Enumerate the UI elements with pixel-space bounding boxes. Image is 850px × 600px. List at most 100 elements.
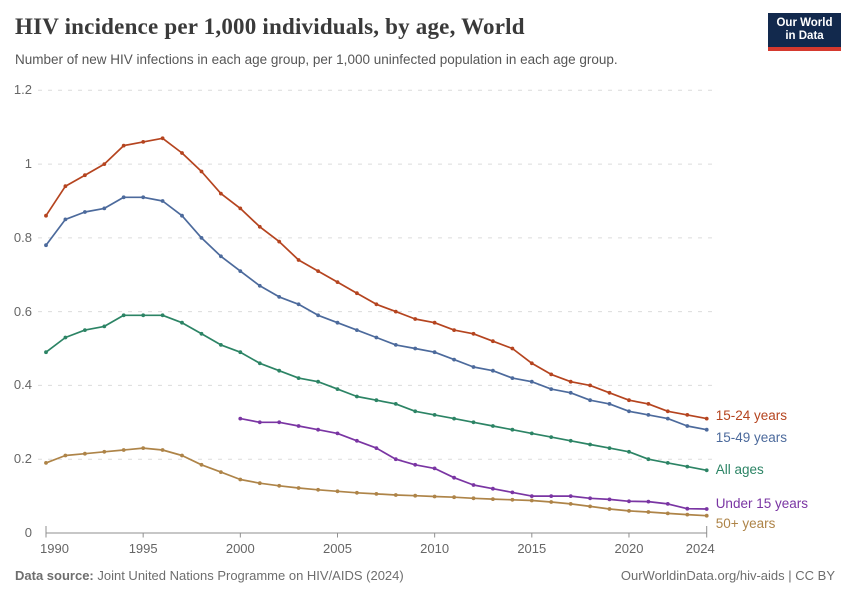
y-tick-label-0.8: 0.8 <box>13 229 32 245</box>
data-point-all-ages <box>374 398 379 403</box>
data-point-15-24-years <box>393 309 398 314</box>
data-point-50-years <box>685 512 690 517</box>
data-point-all-ages <box>588 442 592 447</box>
owid-logo[interactable]: Our World in Data <box>768 13 841 51</box>
data-point-all-ages <box>393 402 398 406</box>
series-line-15-24-years <box>45 137 707 420</box>
data-point-15-49-years <box>491 368 495 373</box>
data-point-all-ages <box>238 350 243 355</box>
data-point-under-15-years <box>685 506 690 511</box>
data-point-all-ages <box>257 361 262 366</box>
data-point-all-ages <box>44 350 48 355</box>
series-label-50-years[interactable]: 50+ years <box>715 515 776 531</box>
data-point-50-years <box>568 502 573 506</box>
data-point-all-ages <box>529 431 534 436</box>
series-line-50-years <box>45 447 707 517</box>
data-point-15-24-years <box>413 317 418 321</box>
data-point-50-years <box>102 449 107 454</box>
data-point-15-24-years <box>180 151 184 155</box>
y-tick-label-1.2: 1.2 <box>13 82 32 98</box>
data-point-15-49-years <box>393 343 398 347</box>
data-point-under-15-years <box>588 496 592 501</box>
data-point-all-ages <box>141 313 146 318</box>
data-point-all-ages <box>685 464 690 469</box>
data-point-50-years <box>44 461 48 465</box>
data-point-15-49-years <box>665 416 670 421</box>
data-point-50-years <box>219 470 223 474</box>
data-point-15-24-years <box>529 361 534 366</box>
series-label-under-15-years[interactable]: Under 15 years <box>715 496 808 512</box>
data-point-all-ages <box>296 376 301 380</box>
data-point-under-15-years <box>393 457 398 462</box>
data-point-15-49-years <box>180 213 184 218</box>
x-tick-label-2020: 2020 <box>614 541 644 556</box>
data-point-15-24-years <box>665 409 670 414</box>
data-point-50-years <box>627 509 631 513</box>
data-point-50-years <box>471 496 476 501</box>
data-point-15-24-years <box>510 346 515 351</box>
data-point-15-49-years <box>121 195 126 200</box>
data-point-15-49-years <box>83 210 87 214</box>
data-point-15-49-years <box>432 350 437 355</box>
series-label-15-24-years[interactable]: 15-24 years <box>715 407 787 423</box>
data-point-under-15-years <box>568 494 573 498</box>
data-source-line: Data source: Joint United Nations Progra… <box>15 568 404 583</box>
data-point-15-49-years <box>199 236 204 240</box>
data-point-15-49-years <box>452 357 456 362</box>
data-point-15-24-years <box>316 269 320 273</box>
data-point-under-15-years <box>704 507 709 511</box>
data-point-50-years <box>529 498 534 503</box>
data-point-under-15-years <box>335 431 340 436</box>
data-source-value: Joint United Nations Programme on HIV/AI… <box>93 568 404 583</box>
data-point-all-ages <box>510 427 515 432</box>
x-tick-label-2024: 2024 <box>685 541 715 556</box>
data-point-under-15-years <box>316 427 320 432</box>
data-point-50-years <box>432 494 437 499</box>
data-point-15-49-years <box>257 283 262 288</box>
data-point-15-49-years <box>238 269 243 273</box>
data-point-50-years <box>355 490 359 495</box>
data-point-15-24-years <box>160 136 165 141</box>
data-point-50-years <box>63 453 68 458</box>
data-point-15-49-years <box>63 217 68 222</box>
attribution-link[interactable]: OurWorldinData.org/hiv-aids | CC BY <box>620 568 835 583</box>
data-point-15-49-years <box>607 402 612 406</box>
data-point-50-years <box>413 493 418 498</box>
data-point-15-24-years <box>83 173 87 178</box>
data-point-15-24-years <box>257 224 262 229</box>
data-point-all-ages <box>491 424 495 428</box>
data-point-15-24-years <box>491 339 495 344</box>
data-point-15-49-years <box>44 243 48 248</box>
series-label-all-ages[interactable]: All ages <box>715 462 764 478</box>
data-point-all-ages <box>549 435 554 439</box>
data-point-all-ages <box>102 324 107 329</box>
data-point-15-49-years <box>471 365 476 369</box>
data-point-15-49-years <box>316 313 320 318</box>
data-point-15-24-years <box>627 398 631 403</box>
data-point-50-years <box>452 495 456 500</box>
data-point-all-ages <box>452 416 456 421</box>
data-point-under-15-years <box>549 494 554 498</box>
data-point-all-ages <box>335 387 340 391</box>
data-point-15-49-years <box>141 195 146 200</box>
data-point-all-ages <box>160 313 165 318</box>
data-point-50-years <box>121 448 126 452</box>
data-point-50-years <box>491 497 495 501</box>
data-point-15-24-years <box>277 239 282 244</box>
series-line-under-15-years <box>240 417 707 510</box>
data-point-50-years <box>83 451 87 456</box>
y-tick-label-0.2: 0.2 <box>13 451 32 467</box>
data-point-50-years <box>238 477 243 482</box>
data-point-all-ages <box>432 413 437 417</box>
data-point-15-24-years <box>704 416 709 421</box>
series-label-15-49-years[interactable]: 15-49 years <box>715 429 787 445</box>
data-point-15-24-years <box>141 140 146 144</box>
y-tick-label-0: 0 <box>24 525 32 540</box>
data-point-15-49-years <box>588 398 592 403</box>
data-point-50-years <box>277 483 282 488</box>
data-point-15-24-years <box>238 206 243 211</box>
data-point-50-years <box>510 497 515 502</box>
data-point-all-ages <box>121 313 126 318</box>
data-point-under-15-years <box>627 499 631 504</box>
